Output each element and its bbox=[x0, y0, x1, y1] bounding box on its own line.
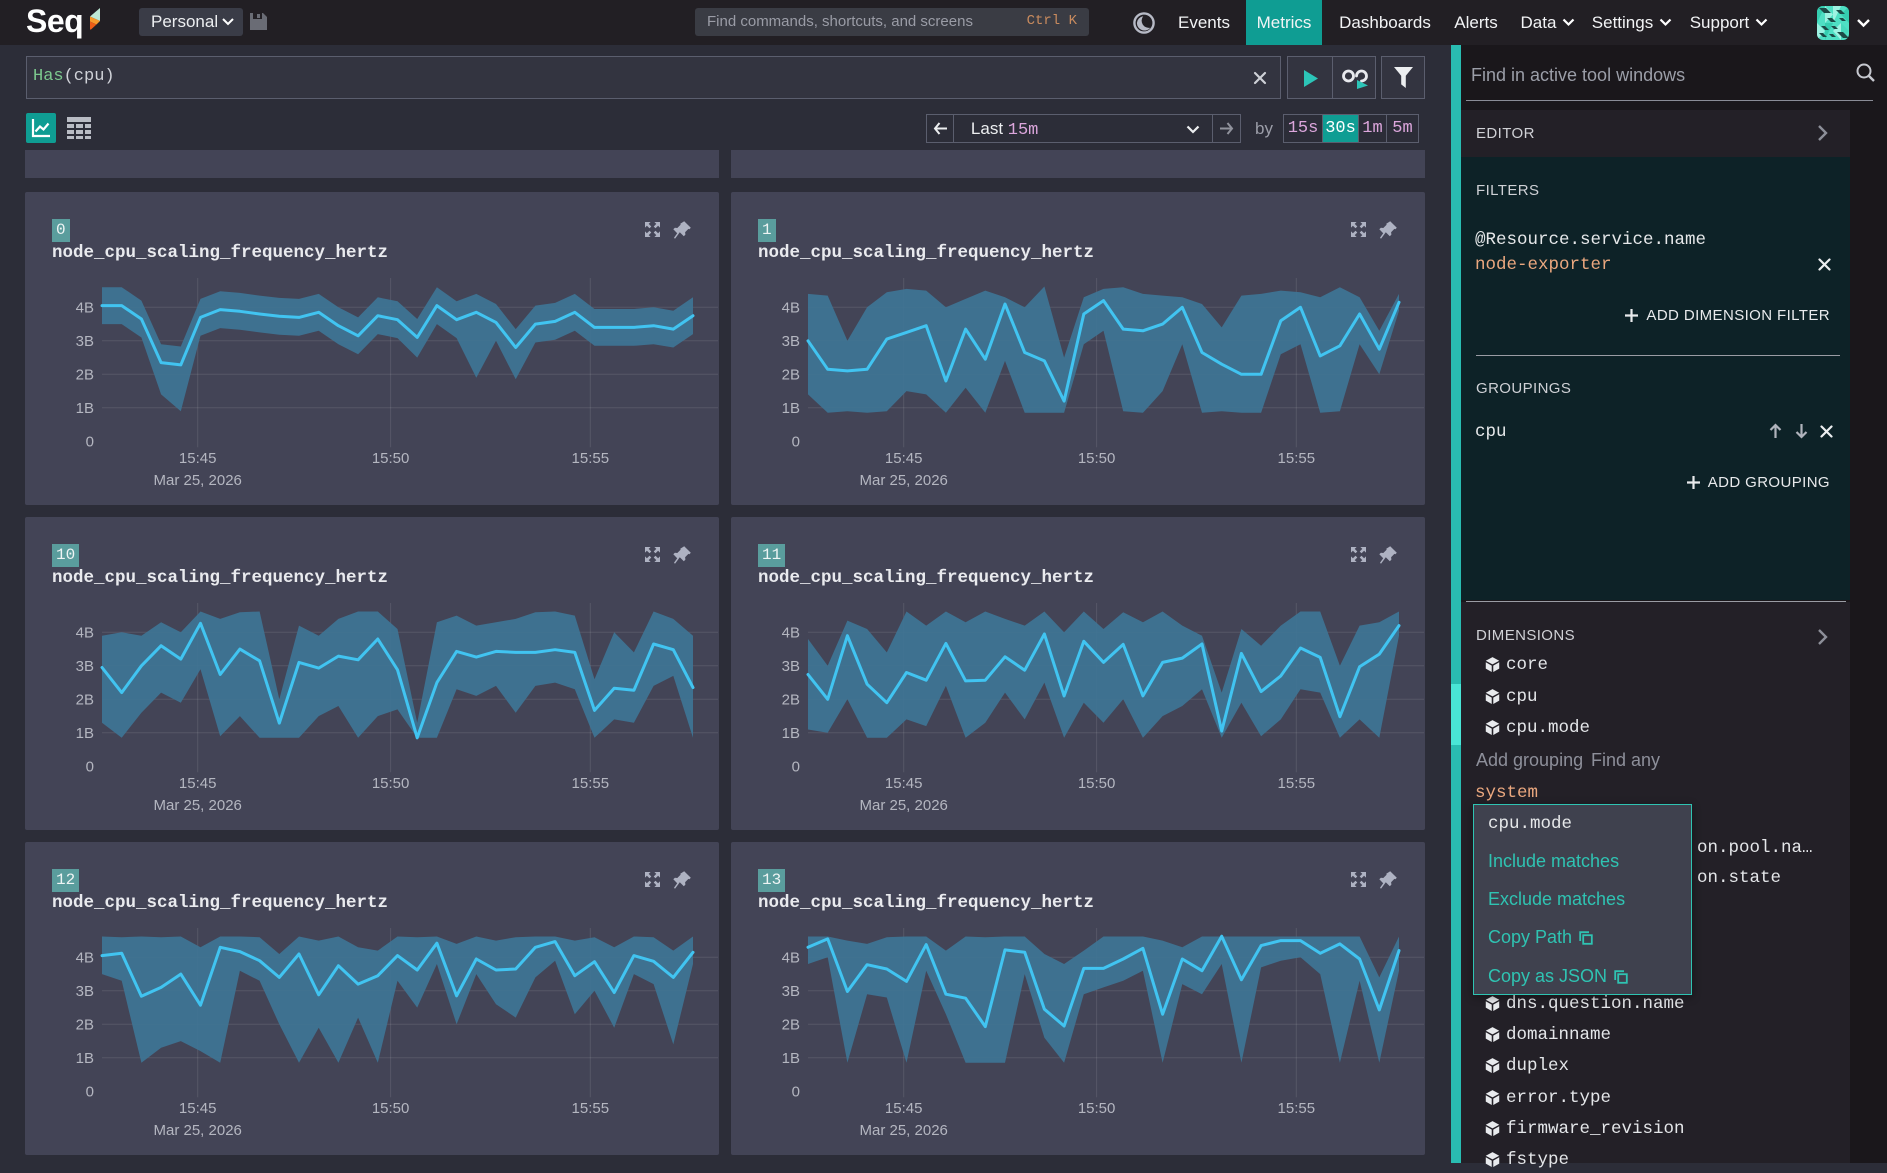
svg-text:3B: 3B bbox=[782, 658, 800, 675]
svg-text:15:55: 15:55 bbox=[572, 450, 610, 467]
svg-text:15:45: 15:45 bbox=[885, 775, 923, 792]
svg-text:15:50: 15:50 bbox=[372, 1100, 410, 1117]
svg-text:15:45: 15:45 bbox=[179, 1100, 217, 1117]
svg-text:Mar 25, 2026: Mar 25, 2026 bbox=[154, 472, 242, 489]
svg-text:Mar 25, 2026: Mar 25, 2026 bbox=[860, 1122, 948, 1139]
svg-text:4B: 4B bbox=[782, 299, 800, 316]
svg-text:1B: 1B bbox=[782, 400, 800, 417]
svg-text:15:50: 15:50 bbox=[372, 450, 410, 467]
svg-text:2B: 2B bbox=[76, 1016, 94, 1033]
svg-text:2B: 2B bbox=[782, 366, 800, 383]
svg-text:1B: 1B bbox=[76, 400, 94, 417]
svg-text:Mar 25, 2026: Mar 25, 2026 bbox=[860, 797, 948, 814]
svg-text:2B: 2B bbox=[782, 691, 800, 708]
svg-text:15:55: 15:55 bbox=[1278, 1100, 1316, 1117]
svg-text:15:45: 15:45 bbox=[885, 450, 923, 467]
svg-text:1B: 1B bbox=[76, 1050, 94, 1067]
svg-text:3B: 3B bbox=[76, 658, 94, 675]
svg-text:1B: 1B bbox=[782, 725, 800, 742]
svg-text:15:45: 15:45 bbox=[179, 450, 217, 467]
svg-text:15:45: 15:45 bbox=[179, 775, 217, 792]
svg-text:4B: 4B bbox=[76, 949, 94, 966]
svg-text:15:55: 15:55 bbox=[1278, 775, 1316, 792]
svg-text:15:55: 15:55 bbox=[572, 1100, 610, 1117]
svg-text:3B: 3B bbox=[76, 333, 94, 350]
svg-text:15:50: 15:50 bbox=[1078, 450, 1116, 467]
svg-text:0: 0 bbox=[792, 758, 800, 775]
svg-text:Mar 25, 2026: Mar 25, 2026 bbox=[154, 1122, 242, 1139]
svg-text:3B: 3B bbox=[782, 983, 800, 1000]
svg-text:15:50: 15:50 bbox=[372, 775, 410, 792]
svg-text:0: 0 bbox=[792, 433, 800, 450]
svg-text:4B: 4B bbox=[76, 624, 94, 641]
svg-text:15:50: 15:50 bbox=[1078, 1100, 1116, 1117]
svg-text:0: 0 bbox=[86, 758, 94, 775]
svg-text:2B: 2B bbox=[782, 1016, 800, 1033]
svg-text:0: 0 bbox=[792, 1083, 800, 1100]
svg-text:0: 0 bbox=[86, 433, 94, 450]
svg-text:2B: 2B bbox=[76, 366, 94, 383]
svg-text:1B: 1B bbox=[782, 1050, 800, 1067]
svg-text:15:50: 15:50 bbox=[1078, 775, 1116, 792]
svg-text:Mar 25, 2026: Mar 25, 2026 bbox=[860, 472, 948, 489]
svg-text:4B: 4B bbox=[76, 299, 94, 316]
svg-text:1B: 1B bbox=[76, 725, 94, 742]
svg-text:4B: 4B bbox=[782, 624, 800, 641]
svg-text:2B: 2B bbox=[76, 691, 94, 708]
svg-text:Mar 25, 2026: Mar 25, 2026 bbox=[154, 797, 242, 814]
svg-text:3B: 3B bbox=[782, 333, 800, 350]
svg-text:15:55: 15:55 bbox=[1278, 450, 1316, 467]
svg-text:15:45: 15:45 bbox=[885, 1100, 923, 1117]
svg-text:0: 0 bbox=[86, 1083, 94, 1100]
svg-text:4B: 4B bbox=[782, 949, 800, 966]
svg-text:15:55: 15:55 bbox=[572, 775, 610, 792]
svg-text:3B: 3B bbox=[76, 983, 94, 1000]
